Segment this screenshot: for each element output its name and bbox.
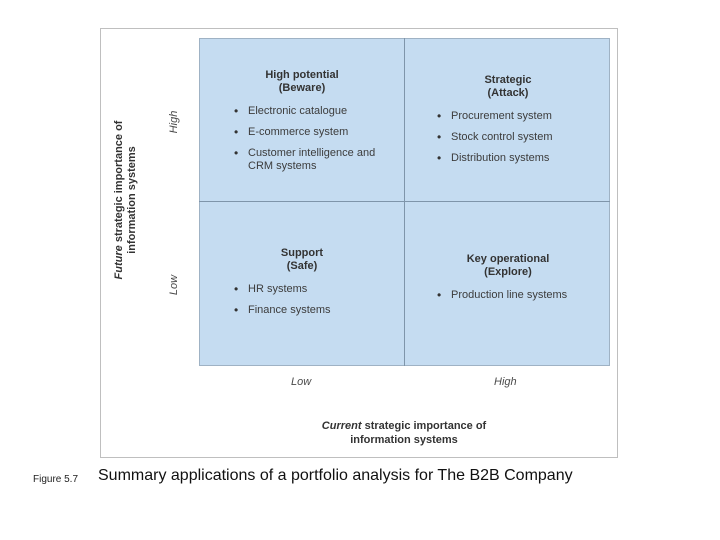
- quadrant-support: Support (Safe) HR systems Finance system…: [234, 247, 394, 325]
- list-item: Procurement system: [437, 110, 602, 123]
- list-item: E-commerce system: [234, 126, 394, 139]
- quadrant-title-main: Key operational: [466, 253, 550, 265]
- quadrant-title: Support (Safe): [234, 247, 370, 273]
- quadrant-title: Strategic (Attack): [437, 74, 579, 100]
- quadrant-strategic: Strategic (Attack) Procurement system St…: [437, 74, 602, 173]
- x-axis-title-line2: information systems: [350, 434, 458, 446]
- list-item: Distribution systems: [437, 152, 602, 165]
- quadrant-title-sub: (Beware): [278, 82, 326, 94]
- y-axis-title-rest: strategic importance of: [113, 120, 125, 243]
- matrix-horizontal-divider: [199, 201, 610, 202]
- quadrant-item-list: Electronic catalogue E-commerce system C…: [234, 105, 394, 173]
- quadrant-high-potential: High potential (Beware) Electronic catal…: [234, 69, 394, 181]
- list-item: Production line systems: [437, 289, 602, 302]
- list-item: HR systems: [234, 283, 394, 296]
- x-axis-title-emphasis: Current: [321, 420, 362, 432]
- y-axis-title-emphasis: Future: [113, 245, 125, 280]
- quadrant-title-main: High potential: [265, 69, 339, 81]
- figure-caption: Summary applications of a portfolio anal…: [98, 467, 573, 484]
- quadrant-item-list: Production line systems: [437, 289, 602, 302]
- quadrant-title-main: Support: [280, 247, 324, 259]
- quadrant-key-operational: Key operational (Explore) Production lin…: [437, 253, 602, 310]
- y-axis-title-line2: information systems: [126, 146, 138, 254]
- x-axis-high-label: High: [494, 376, 517, 388]
- quadrant-title-sub: (Explore): [484, 266, 532, 278]
- list-item: Stock control system: [437, 131, 602, 144]
- y-axis-low-label: Low: [168, 274, 180, 296]
- quadrant-title-sub: (Attack): [487, 87, 529, 99]
- quadrant-title: High potential (Beware): [234, 69, 370, 95]
- list-item: Electronic catalogue: [234, 105, 394, 118]
- quadrant-title: Key operational (Explore): [437, 253, 579, 279]
- x-axis-title-rest: strategic importance of: [364, 420, 487, 432]
- figure-number: Figure 5.7: [33, 474, 79, 485]
- y-axis-high-label: High: [168, 110, 180, 134]
- matrix-vertical-divider: [404, 38, 405, 366]
- quadrant-title-sub: (Safe): [286, 260, 318, 272]
- quadrant-title-main: Strategic: [484, 74, 532, 86]
- x-axis-title: Current strategic importance of informat…: [304, 419, 504, 447]
- list-item: Finance systems: [234, 304, 394, 317]
- quadrant-item-list: HR systems Finance systems: [234, 283, 394, 317]
- list-item: Customer intelligence and CRM systems: [234, 147, 376, 173]
- x-axis-low-label: Low: [291, 376, 312, 388]
- quadrant-item-list: Procurement system Stock control system …: [437, 110, 602, 165]
- y-axis-title: Future strategic importance of informati…: [113, 105, 139, 295]
